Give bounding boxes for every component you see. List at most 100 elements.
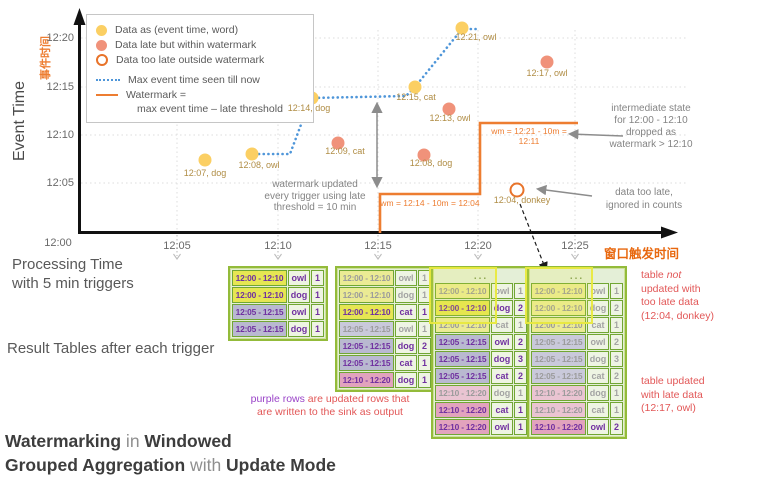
table-row: 12:10 - 12:20 cat 1 — [435, 402, 527, 418]
word-cell: owl — [491, 419, 513, 435]
window-cell: 12:00 - 12:10 — [339, 270, 394, 286]
window-cell: 12:10 - 12:20 — [531, 402, 586, 418]
late-point-icon — [96, 39, 107, 51]
legend-item: Data as (event time, word) — [96, 24, 304, 36]
word-cell: dog — [587, 385, 609, 401]
window-cell: 12:00 - 12:10 — [339, 287, 394, 303]
word-cell: dog — [395, 287, 417, 303]
window-cell: 12:10 - 12:20 — [435, 402, 490, 418]
more-rows-ellipsis: ... — [473, 271, 489, 282]
table-row: 12:00 - 12:10 dog 2 — [435, 300, 527, 316]
not-updated-note-em: not — [666, 269, 682, 281]
window-cell: 12:05 - 12:15 — [232, 321, 287, 337]
watermark-value-label: wm = 12:21 - 10m = 12:11 — [491, 126, 567, 146]
title-segment: Windowed — [144, 431, 232, 451]
word-cell: cat — [587, 317, 609, 333]
table-row: 12:05 - 12:15 cat 2 — [435, 368, 527, 384]
count-cell: 2 — [418, 338, 431, 354]
count-cell: 1 — [311, 287, 324, 303]
window-cell: 12:05 - 12:15 — [435, 334, 490, 350]
word-cell: dog — [395, 372, 417, 388]
legend-watermark-formula: max event time – late threshold — [137, 103, 283, 115]
window-cell: 12:05 - 12:15 — [531, 351, 586, 367]
window-cell: 12:00 - 12:10 — [435, 300, 490, 316]
y-tick: 12:15 — [46, 81, 74, 93]
window-cell: 12:00 - 12:10 — [339, 304, 394, 320]
word-cell: cat — [587, 368, 609, 384]
point-label: 12:08, dog — [409, 158, 453, 168]
point-12-09-cat — [331, 136, 345, 150]
count-cell: 2 — [514, 334, 527, 350]
word-cell: dog — [395, 338, 417, 354]
figure-title-line1: Watermarking in Windowed — [5, 430, 336, 454]
count-cell: 1 — [311, 270, 324, 286]
table-row: 12:05 - 12:15 cat 1 — [339, 355, 431, 371]
watermark-line-icon — [96, 94, 118, 96]
count-cell: 2 — [514, 300, 527, 316]
count-cell: 2 — [610, 300, 623, 316]
word-cell: dog — [587, 300, 609, 316]
purple-rows-note-rest: are updated rows that are written to the… — [257, 393, 410, 418]
table-row: 12:00 - 12:10 owl 1 — [232, 270, 324, 286]
result-table-trigger-1220: ... 12:00 - 12:10 owl 1 12:00 - 12:10 do… — [431, 266, 531, 439]
legend-label: Max event time seen till now — [128, 74, 260, 86]
y-axis-title: Event Time — [11, 80, 28, 162]
intermediate-state-note: intermediate state for 12:00 - 12:10 dro… — [609, 103, 693, 150]
point-12-08-dog — [417, 148, 431, 162]
window-cell: 12:10 - 12:20 — [435, 385, 490, 401]
table-row: 12:10 - 12:20 owl 2 — [531, 419, 623, 435]
table-row: 12:10 - 12:20 dog 1 — [339, 372, 431, 388]
word-cell: owl — [587, 419, 609, 435]
word-cell: dog — [491, 300, 513, 316]
title-segment: in — [121, 431, 145, 451]
word-cell: owl — [395, 321, 417, 337]
window-cell: 12:10 - 12:20 — [531, 385, 586, 401]
processing-time-label: Processing Time with 5 min triggers — [12, 256, 134, 292]
word-cell: dog — [288, 287, 310, 303]
title-segment: Watermarking — [5, 431, 122, 451]
table-row: 12:00 - 12:10 cat 1 — [435, 317, 527, 333]
legend-label: Data late but within watermark — [115, 39, 257, 51]
x-tick-origin: 12:00 — [44, 237, 72, 249]
figure-title: Watermarking in Windowed Grouped Aggrega… — [5, 430, 336, 477]
point-label: 12:09, cat — [325, 146, 365, 156]
table-row: 12:05 - 12:15 owl 1 — [232, 304, 324, 320]
point-label: 12:13, owl — [429, 113, 471, 123]
table-row: 12:10 - 12:20 cat 1 — [531, 402, 623, 418]
word-cell: cat — [491, 402, 513, 418]
window-cell: 12:00 - 12:10 — [435, 317, 490, 333]
word-cell: cat — [491, 317, 513, 333]
window-cell: 12:00 - 12:10 — [435, 283, 490, 299]
not-updated-note: table not updated with too late data (12… — [641, 269, 763, 323]
not-updated-note-pre: table — [641, 269, 667, 281]
word-cell: owl — [491, 283, 513, 299]
word-cell: dog — [491, 351, 513, 367]
point-12-15-cat — [408, 80, 422, 94]
window-cell: 12:00 - 12:10 — [232, 270, 287, 286]
word-cell: owl — [587, 334, 609, 350]
point-12-17-owl — [540, 55, 554, 69]
word-cell: cat — [395, 355, 417, 371]
x-tick: 12:05 — [163, 240, 191, 252]
x-tick: 12:15 — [364, 240, 392, 252]
more-rows-ellipsis: ... — [569, 271, 585, 282]
count-cell: 1 — [418, 321, 431, 337]
purple-rows-note-lead: purple rows — [250, 393, 305, 405]
window-cell: 12:05 - 12:15 — [339, 321, 394, 337]
table-row: 12:05 - 12:15 dog 3 — [531, 351, 623, 367]
point-label: 12:08, owl — [238, 160, 280, 170]
word-cell: cat — [395, 304, 417, 320]
annotation-arrows — [371, 101, 624, 272]
x-tick: 12:25 — [561, 240, 589, 252]
count-cell: 1 — [610, 283, 623, 299]
legend-item: Data late but within watermark — [96, 39, 304, 51]
watermark-update-note: watermark updated every trigger using la… — [264, 179, 366, 213]
table-row: 12:05 - 12:15 dog 3 — [435, 351, 527, 367]
y-tick: 12:20 — [46, 32, 74, 44]
word-cell: owl — [395, 270, 417, 286]
count-cell: 2 — [514, 368, 527, 384]
count-cell: 1 — [610, 402, 623, 418]
word-cell: cat — [491, 368, 513, 384]
window-cell: 12:00 - 12:10 — [232, 287, 287, 303]
